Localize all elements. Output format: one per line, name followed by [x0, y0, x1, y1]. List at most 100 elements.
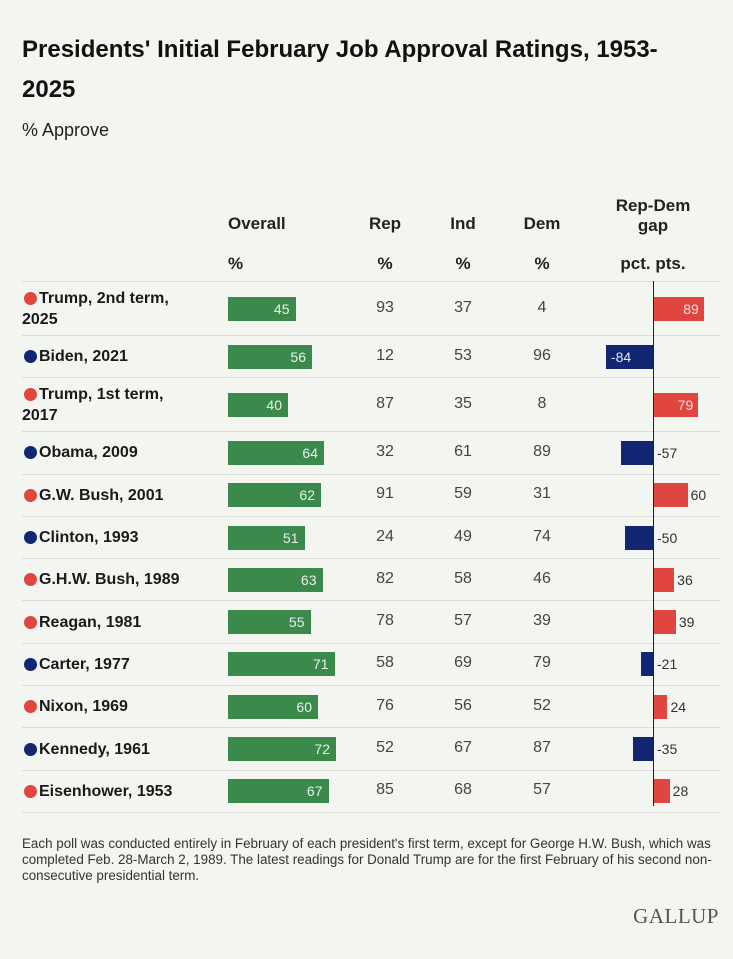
- gap-bar: [633, 737, 653, 762]
- president-name-line1: Reagan, 1981: [39, 613, 142, 631]
- header-gap-unit: pct. pts.: [620, 254, 686, 273]
- president-name: Nixon, 1969: [22, 696, 212, 717]
- table-row: Obama, 2009 64 32 61 89 -57: [22, 432, 720, 475]
- gap-label: -57: [657, 444, 678, 461]
- gap-label: 36: [677, 571, 693, 588]
- ind-value: 53: [454, 346, 472, 364]
- president-name-line1: Biden, 2021: [39, 348, 128, 366]
- party-dot: [24, 291, 37, 305]
- party-dot: [24, 742, 37, 756]
- gap-bar: [654, 483, 688, 508]
- rep-value: 58: [376, 654, 394, 672]
- overall-bar: 40: [228, 392, 288, 417]
- ind-value: 68: [454, 781, 472, 799]
- president-name-line1: Carter, 1977: [39, 655, 130, 673]
- overall-bar: 64: [228, 440, 324, 465]
- gap-label: 28: [672, 783, 689, 800]
- party-dot: [24, 387, 37, 401]
- ind-value: 57: [454, 612, 472, 630]
- rep-value: 93: [376, 298, 394, 316]
- party-dot: [24, 488, 37, 502]
- dem-value: 74: [533, 527, 551, 545]
- gap-label: -35: [657, 741, 678, 758]
- gap-bar: [654, 694, 668, 719]
- footnote: Each poll was conducted entirely in Febr…: [22, 836, 712, 883]
- dem-value: 87: [533, 739, 551, 757]
- gap-bar: [641, 652, 653, 677]
- party-dot: [24, 700, 37, 714]
- ind-value: 58: [454, 569, 472, 587]
- header-dem: Dem: [523, 214, 561, 233]
- party-dot: [24, 657, 37, 671]
- president-name: Biden, 2021: [22, 346, 212, 367]
- ind-value: 67: [454, 739, 472, 757]
- ind-value: 61: [454, 442, 472, 460]
- ind-value: 56: [454, 696, 472, 714]
- header-overall: Overall: [228, 214, 286, 233]
- overall-bar: 45: [228, 296, 296, 321]
- gap-label: -50: [657, 529, 678, 546]
- president-name: Kennedy, 1961: [22, 739, 212, 760]
- party-dot: [24, 784, 37, 798]
- president-name: Carter, 1977: [22, 654, 212, 675]
- president-name: Clinton, 1993: [22, 527, 212, 548]
- overall-bar: 63: [228, 567, 323, 592]
- gap-label: 89: [683, 300, 699, 317]
- rep-value: 85: [376, 781, 394, 799]
- overall-bar: 55: [228, 610, 311, 635]
- president-name-line1: Nixon, 1969: [39, 698, 128, 716]
- header-dem-unit: %: [534, 254, 550, 273]
- rep-value: 87: [376, 394, 394, 412]
- party-dot: [24, 350, 37, 364]
- header-overall-unit: %: [228, 254, 244, 273]
- chart-subtitle: % Approve: [22, 120, 110, 140]
- table-row: Trump, 1st term, 2017 40 87 35 8 79: [22, 378, 720, 433]
- president-name-line1: Trump, 1st term,: [39, 385, 164, 403]
- header-gap-line1: Rep-Dem: [615, 196, 691, 215]
- president-name-line1: Eisenhower, 1953: [39, 782, 173, 800]
- header-rep-unit: %: [377, 254, 393, 273]
- rep-value: 24: [376, 527, 394, 545]
- president-name-line1: G.H.W. Bush, 1989: [39, 571, 180, 589]
- rep-value: 76: [376, 696, 394, 714]
- dem-value: 57: [533, 781, 551, 799]
- table-row: Reagan, 1981 55 78 57 39 39: [22, 601, 720, 644]
- gap-label: 79: [677, 396, 694, 413]
- overall-bar: 72: [228, 737, 336, 762]
- rep-value: 12: [376, 346, 394, 364]
- header-gap: Rep-Dem gap: [600, 196, 706, 236]
- rep-value: 82: [376, 569, 394, 587]
- rep-value: 32: [376, 442, 394, 460]
- ind-value: 37: [454, 298, 472, 316]
- overall-bar: 51: [228, 525, 305, 550]
- overall-bar: 62: [228, 483, 321, 508]
- gap-label: -21: [657, 656, 678, 673]
- president-name: Eisenhower, 1953: [22, 781, 212, 802]
- ind-value: 59: [454, 485, 472, 503]
- rep-value: 52: [376, 739, 394, 757]
- header-ind: Ind: [450, 214, 476, 233]
- table-row: Biden, 2021 56 12 53 96 -84: [22, 336, 720, 379]
- gallup-logo: GALLUP: [633, 904, 719, 928]
- overall-bar: 71: [228, 652, 335, 677]
- dem-value: 4: [537, 298, 547, 316]
- chart-title-line1: Presidents' Initial February Job Approva…: [22, 36, 658, 63]
- gap-label: -84: [610, 348, 632, 365]
- dem-value: 79: [533, 654, 551, 672]
- gap-bar: [625, 525, 653, 550]
- ind-value: 69: [454, 654, 472, 672]
- table-row: Carter, 1977 71 58 69 79 -21: [22, 644, 720, 687]
- table-row: Trump, 2nd term, 2025 45 93 37 4 89: [22, 281, 720, 336]
- table-row: G.H.W. Bush, 1989 63 82 58 46 36: [22, 559, 720, 602]
- gap-bar: [605, 344, 653, 369]
- header-gap-line2: gap: [637, 216, 669, 235]
- president-name-line1: Clinton, 1993: [39, 529, 139, 547]
- gap-label: 60: [690, 487, 707, 504]
- table-row: Kennedy, 1961 72 52 67 87 -35: [22, 728, 720, 771]
- gap-zero-axis: [653, 281, 654, 806]
- table-row: Nixon, 1969 60 76 56 52 24: [22, 686, 720, 729]
- gap-bar: [654, 392, 699, 417]
- president-name: Obama, 2009: [22, 442, 212, 463]
- president-name: Reagan, 1981: [22, 612, 212, 633]
- president-name-line1: Trump, 2nd term,: [39, 289, 169, 307]
